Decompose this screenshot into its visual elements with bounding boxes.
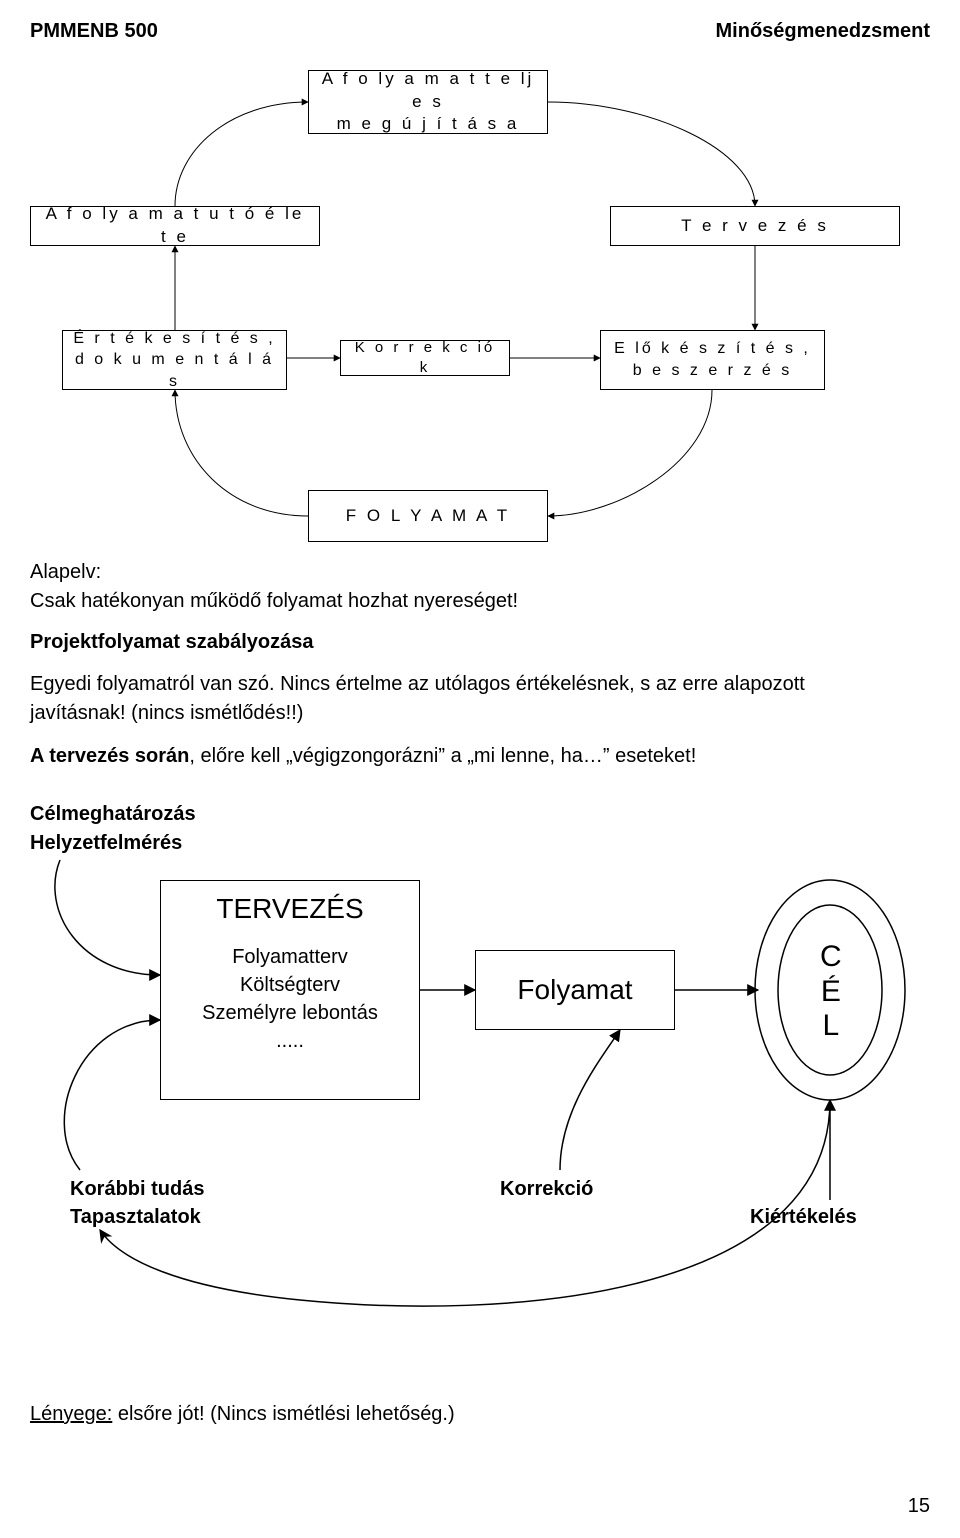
label-tapasztalatok: Tapasztalatok (70, 1206, 201, 1229)
flow1-box-folyamat: F O L Y A M A T (308, 490, 548, 542)
para-celmeghat-l2: Helyzetfelmérés (30, 832, 182, 854)
footer-essence-rest: elsőre jót! (Nincs ismétlési lehetőség.) (112, 1403, 454, 1425)
flow2-plan-box: TERVEZÉS Folyamatterv Költségterv Személ… (160, 880, 420, 1100)
para-alapelv: Alapelv: Csak hatékonyan működő folyamat… (30, 558, 518, 616)
para-celmeghat: Célmeghatározás Helyzetfelmérés (30, 800, 196, 858)
header-code: PMMENB 500 (30, 20, 158, 43)
flow2-cel-letters: CÉL (820, 940, 842, 1044)
para-egyedi-l1: Egyedi folyamatról van szó. Nincs értelm… (30, 673, 805, 695)
para-alapelv-l2: Csak hatékonyan működő folyamat hozhat n… (30, 590, 518, 612)
label-kiertekeles: Kiértékelés (750, 1206, 857, 1229)
flow2-folyamat-box: Folyamat (475, 950, 675, 1030)
page-number: 15 (908, 1495, 930, 1518)
para-alapelv-l1: Alapelv: (30, 561, 101, 583)
flow2-plan-line-1: Folyamatterv (161, 943, 419, 971)
flow2-plan-line-4: ..... (161, 1027, 419, 1055)
flow1-box-tervezes: T e r v e z é s (610, 206, 900, 246)
para-celmeghat-l1: Célmeghatározás (30, 803, 196, 825)
flow1-box-korrekciok: K o r r e k c ió k (340, 340, 510, 376)
flow1-box-utoelete: A f o ly a m a t u t ó é le t e (30, 206, 320, 246)
para-egyedi: Egyedi folyamatról van szó. Nincs értelm… (30, 670, 930, 728)
footer-essence: Lényege: elsőre jót! (Nincs ismétlési le… (30, 1400, 455, 1429)
label-korrekcio: Korrekció (500, 1178, 593, 1201)
label-korabbi-tudas: Korábbi tudás (70, 1178, 204, 1201)
flow1-box-top: A f o ly a m a t t e lj e sm e g ú j í t… (308, 70, 548, 134)
flow1-box-elokeszites: E lő k é s z í t é s ,b e s z e r z é s (600, 330, 825, 390)
heading-projektfolyamat: Projektfolyamat szabályozása (30, 628, 313, 657)
para-tervezes-soran: A tervezés során, előre kell „végigzongo… (30, 742, 696, 771)
header-title: Minőségmenedzsment (716, 20, 930, 43)
flow2-plan-line-3: Személyre lebontás (161, 999, 419, 1027)
flow1-box-ertekesites: É r t é k e s í t é s ,d o k u m e n t á… (62, 330, 287, 390)
para-egyedi-l2: javításnak! (nincs ismétlődés!!) (30, 702, 303, 724)
flow2-plan-title: TERVEZÉS (161, 893, 419, 925)
footer-essence-u: Lényege: (30, 1403, 112, 1425)
flow2-plan-line-2: Költségterv (161, 971, 419, 999)
